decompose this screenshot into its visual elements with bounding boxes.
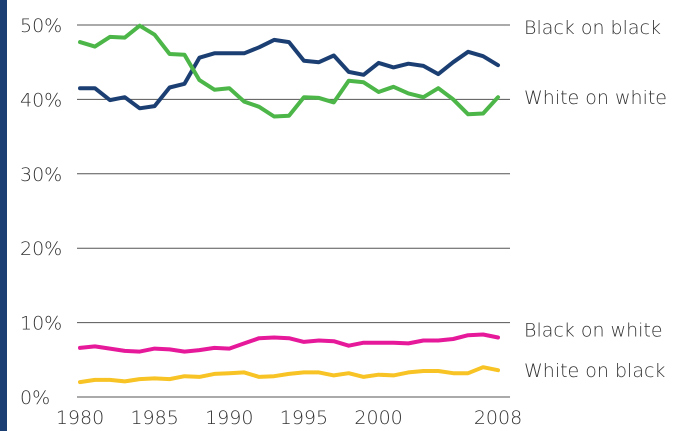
y-tick-label: 0% xyxy=(20,387,50,409)
series-line-white-on-black xyxy=(78,365,500,385)
x-tick-label: 1995 xyxy=(280,407,328,429)
series-label-black-on-white: Black on white xyxy=(524,319,663,341)
y-axis-tick-labels: 0% 10% 20% 30% 40% 50% xyxy=(20,15,62,409)
x-tick-label: 1990 xyxy=(205,407,253,429)
x-tick-label: 2008 xyxy=(474,407,522,429)
series-labels: Black on black White on white Black on whi… xyxy=(524,17,667,382)
x-tick-label: 1980 xyxy=(56,407,104,429)
y-tick-label: 50% xyxy=(20,15,62,37)
x-tick-label: 1985 xyxy=(130,407,178,429)
series-line-white-on-white xyxy=(78,23,500,119)
series-label-white-on-white: White on white xyxy=(524,87,667,109)
series-label-white-on-black: White on black xyxy=(524,360,665,382)
series-line-black-on-white xyxy=(78,332,500,354)
series-label-black-on-black: Black on black xyxy=(524,17,661,39)
y-tick-label: 10% xyxy=(20,313,62,335)
y-tick-label: 40% xyxy=(20,89,62,111)
gridlines xyxy=(77,24,510,398)
x-tick-label: 2000 xyxy=(354,407,402,429)
y-tick-label: 20% xyxy=(20,238,62,260)
series-lines xyxy=(78,23,500,385)
series-line-black-on-black xyxy=(78,37,500,111)
x-axis-tick-labels: 1980 1985 1990 1995 2000 2008 xyxy=(56,407,522,429)
y-tick-label: 30% xyxy=(20,164,62,186)
left-accent-bar xyxy=(0,0,7,431)
